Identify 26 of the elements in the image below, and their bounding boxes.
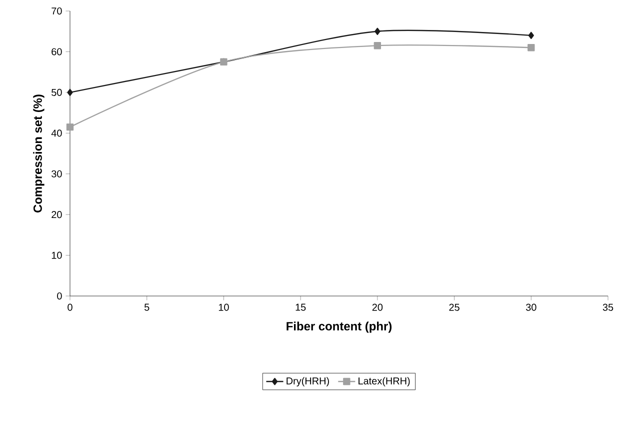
x-tick-label: 35 [602,304,614,311]
y-tick-label: 10 [52,252,62,259]
x-tick-label: 5 [144,304,150,311]
y-tick-label: 50 [52,88,62,96]
x-tick-label: 15 [296,304,306,311]
x-axis-title: Fiber content (phr) [286,322,392,333]
legend-label: Latex(HRH) [358,377,410,386]
point [528,44,535,52]
point [66,123,74,131]
y-tick-label: 60 [52,48,62,56]
x-tick-label: 10 [218,304,229,311]
x-tick-label: 20 [372,304,383,311]
y-tick-label: 30 [52,170,62,178]
point [374,28,380,35]
y-tick-label: 20 [52,211,62,218]
point [374,42,382,50]
x-tick-label: 0 [68,304,72,311]
y-tick-label: 70 [52,7,62,15]
y-axis-title: Compression set (%) [33,94,44,212]
y-tick-label: 40 [51,130,62,137]
point [67,88,73,96]
legend-label: Dry(HRH) [286,377,329,386]
x-tick-label: 30 [526,304,536,311]
x-tick-label: 25 [449,304,460,311]
y-tick-label: 0 [57,292,62,300]
point [528,32,534,40]
